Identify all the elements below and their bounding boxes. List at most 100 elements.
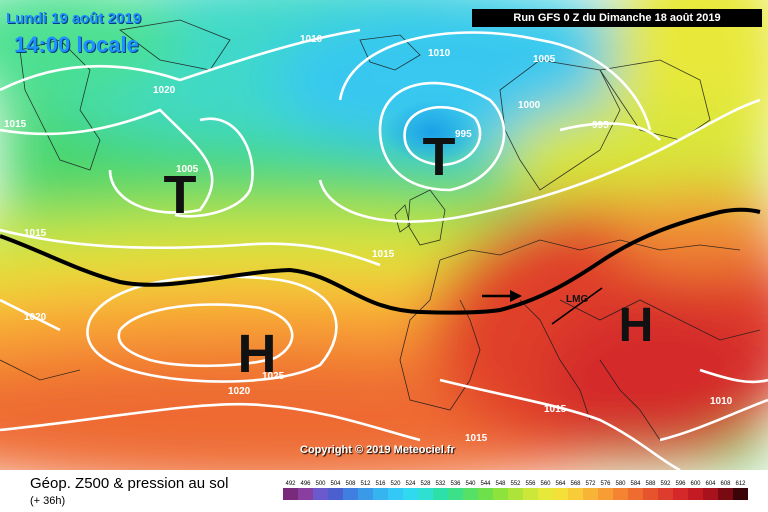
- scale-tick-label: 572: [585, 481, 596, 487]
- isobar-label: 1015: [4, 119, 27, 130]
- scale-tick-label: 564: [555, 481, 566, 487]
- coastlines: [0, 19, 761, 441]
- forecast-local-time: 14:00 locale: [14, 32, 139, 57]
- scale-swatch: [388, 488, 403, 500]
- scale-swatch: [643, 488, 658, 500]
- scale-swatch: [463, 488, 478, 500]
- isobar-label: 1015: [372, 249, 395, 260]
- pressure-high-letter-2: H: [619, 299, 654, 352]
- scale-tick-label: 568: [570, 481, 581, 487]
- scale-swatch: [313, 488, 328, 500]
- scale-swatch: [358, 488, 373, 500]
- isobars: [0, 28, 768, 470]
- copyright-notice: Copyright © 2019 Meteociel.fr: [300, 444, 455, 456]
- scale-swatch: [523, 488, 538, 500]
- isobar-label: 1010: [300, 34, 323, 45]
- scale-swatch: [328, 488, 343, 500]
- isobar-label: 1000: [518, 100, 541, 111]
- scale-swatch: [343, 488, 358, 500]
- isobar-label: 1020: [24, 312, 47, 323]
- scale-swatch: [478, 488, 493, 500]
- scale-swatch: [538, 488, 553, 500]
- isobar-labels: 1010 1010 1005 1020 1015 1005 995 1000 9…: [4, 34, 733, 444]
- scale-tick-label: 528: [420, 481, 431, 487]
- scale-tick-label: 548: [495, 481, 506, 487]
- front-label: LMG: [566, 294, 588, 305]
- scale-tick-label: 604: [705, 481, 716, 487]
- pressure-low-letter-1: T: [164, 165, 197, 225]
- scale-tick-label: 504: [330, 481, 341, 487]
- pressure-high-letter-1: H: [238, 324, 277, 384]
- scale-swatch: [673, 488, 688, 500]
- legend-footer: Géop. Z500 & pression au sol (+ 36h) 492…: [0, 470, 768, 512]
- scale-swatch: [718, 488, 733, 500]
- isobar-label: 1015: [544, 404, 567, 415]
- isobar-label: 1015: [24, 228, 47, 239]
- scale-swatch: [583, 488, 598, 500]
- isobar-label: 1005: [176, 164, 199, 175]
- isobar-label: 1010: [428, 48, 451, 59]
- forecast-date: Lundi 19 août 2019: [6, 10, 142, 27]
- scale-tick-label: 512: [360, 481, 371, 487]
- scale-tick-label: 608: [720, 481, 731, 487]
- pressure-low-letter-2: T: [423, 127, 456, 187]
- isobar-label: 995: [592, 120, 609, 131]
- scale-tick-label: 536: [450, 481, 461, 487]
- scale-swatch: [703, 488, 718, 500]
- geopotential-field: T T H H 1010 1010 1005 1020 1015 1005 99…: [0, 0, 768, 470]
- model-run-info: Run GFS 0 Z du Dimanche 18 août 2019: [472, 9, 762, 27]
- scale-swatch: [733, 488, 748, 500]
- scale-tick-label: 544: [480, 481, 491, 487]
- isobar-label: 1020: [153, 85, 176, 96]
- scale-tick-label: 532: [435, 481, 446, 487]
- scale-tick-label: 580: [615, 481, 626, 487]
- scale-swatch: [508, 488, 523, 500]
- scale-swatch: [568, 488, 583, 500]
- scale-tick-label: 556: [525, 481, 536, 487]
- isobar-label: 1015: [465, 433, 488, 444]
- scale-swatch: [598, 488, 613, 500]
- scale-tick-label: 612: [735, 481, 746, 487]
- scale-tick-label: 600: [690, 481, 701, 487]
- isobar-label: 1025: [262, 371, 285, 382]
- front-marker: [551, 287, 603, 325]
- scale-tick-label: 552: [510, 481, 521, 487]
- scale-swatch: [298, 488, 313, 500]
- scale-tick-label: 588: [645, 481, 656, 487]
- isobar-label: 1020: [228, 386, 251, 397]
- scale-swatch: [613, 488, 628, 500]
- scale-swatch: [448, 488, 463, 500]
- jet-arrow-head: [510, 290, 522, 302]
- scale-swatch: [403, 488, 418, 500]
- color-scale: 492 496 500 504 508 512 516 520 524 528 532 536 540 5…: [283, 481, 748, 500]
- scale-tick-label: 520: [390, 481, 401, 487]
- weather-map: T T H H 1010 1010 1005 1020 1015 1005 99…: [0, 0, 768, 470]
- legend-title: Géop. Z500 & pression au sol: [30, 475, 229, 492]
- scale-tick-label: 500: [315, 481, 326, 487]
- scale-tick-label: 596: [675, 481, 686, 487]
- isobar-label: 1005: [533, 54, 556, 65]
- scale-tick-label: 576: [600, 481, 611, 487]
- scale-tick-label: 496: [300, 481, 311, 487]
- scale-tick-label: 560: [540, 481, 551, 487]
- isobar-label: 995: [455, 129, 472, 140]
- scale-tick-label: 492: [285, 481, 296, 487]
- jet-stream-axis: [0, 207, 761, 315]
- scale-tick-label: 592: [660, 481, 671, 487]
- scale-swatch: [283, 488, 298, 500]
- scale-swatch: [658, 488, 673, 500]
- isobar-label: 1010: [710, 396, 733, 407]
- scale-tick-label: 516: [375, 481, 386, 487]
- geopotential-shading: [0, 0, 768, 470]
- scale-swatch: [418, 488, 433, 500]
- scale-tick-label: 524: [405, 481, 416, 487]
- scale-swatch: [688, 488, 703, 500]
- scale-swatch: [433, 488, 448, 500]
- scale-tick-label: 584: [630, 481, 641, 487]
- scale-swatch: [373, 488, 388, 500]
- legend-subtitle: (+ 36h): [30, 495, 66, 507]
- scale-swatch: [553, 488, 568, 500]
- scale-swatch: [493, 488, 508, 500]
- scale-swatch: [628, 488, 643, 500]
- scale-tick-label: 508: [345, 481, 356, 487]
